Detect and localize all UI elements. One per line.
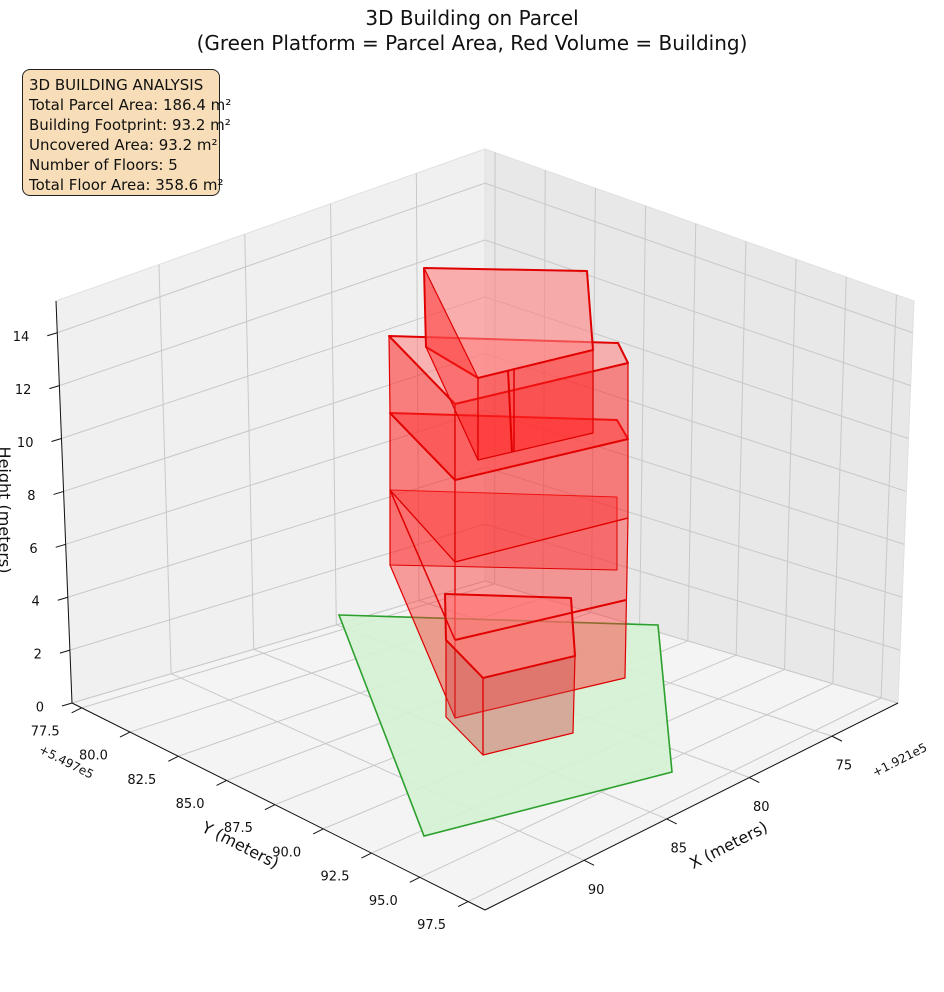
y-tick-label: 90.0	[272, 845, 301, 860]
info-line: Total Parcel Area: 186.4 m²	[29, 96, 232, 114]
grid-line-x	[170, 673, 585, 861]
x-tick-label: 80	[753, 800, 770, 815]
grid-line-z	[57, 182, 486, 334]
y-tick-mark	[312, 828, 324, 835]
z-tick-label: 14	[13, 330, 30, 345]
grid-line-x	[158, 264, 172, 674]
y-tick-mark	[119, 731, 131, 738]
z-tick-label: 4	[32, 595, 40, 610]
info-line: 3D BUILDING ANALYSIS	[29, 76, 204, 94]
z-tick-mark	[61, 702, 73, 707]
grid-line-y	[81, 583, 495, 709]
building-edge	[507, 369, 513, 453]
y-tick-label: 85.0	[176, 797, 205, 812]
grid-line-x	[330, 203, 337, 625]
z-tick-mark	[55, 543, 66, 548]
y-tick-label: 97.5	[417, 918, 446, 933]
x-tick-label: 75	[836, 759, 853, 774]
y-tick-mark	[409, 876, 421, 883]
building-edge	[454, 599, 627, 641]
y-tick-mark	[457, 901, 469, 907]
x-axis-label: X (meters)	[686, 817, 770, 873]
z-tick-label: 8	[27, 489, 35, 504]
z-tick-label: 6	[29, 542, 37, 557]
y-tick-label: 82.5	[127, 773, 156, 788]
chart-title: 3D Building on Parcel	[365, 6, 579, 30]
x-tick-label: 85	[670, 841, 687, 856]
x-axis-line	[484, 702, 899, 911]
grid-line-y	[687, 223, 697, 641]
y-tick-mark	[361, 852, 372, 859]
x-tick-mark	[749, 777, 760, 783]
x-offset-label: +1.921e5	[870, 740, 929, 779]
axis-ticks: 0 2 4 6 8 10 12 14 77.5 80.0 82.5 85.0 87.5 90.0 92.5 9…	[13, 330, 852, 933]
x-tick-mark	[831, 735, 843, 742]
y-tick-mark	[264, 804, 276, 811]
info-line: Total Floor Area: 358.6 m²	[29, 176, 224, 194]
grid-line-y	[783, 259, 797, 670]
z-axis-label: Height (meters)	[0, 447, 14, 574]
grid-line-z	[71, 580, 486, 704]
grid-line-z	[69, 523, 486, 651]
grid-line-x	[244, 234, 255, 650]
y-tick-mark	[168, 755, 179, 762]
y-tick-mark	[216, 780, 227, 786]
building-face	[482, 655, 576, 756]
z-tick-mark	[47, 332, 58, 337]
analysis-info-box: 3D BUILDING ANALYSIS Total Parcel Area: …	[22, 69, 232, 196]
grid-line-z	[59, 239, 486, 387]
building-edge	[389, 489, 456, 641]
y-axis-line	[71, 702, 486, 911]
y-tick-label: 92.5	[321, 870, 350, 885]
info-line: Uncovered Area: 93.2 m²	[29, 136, 218, 154]
building-volume	[388, 267, 629, 756]
info-line: Number of Floors: 5	[29, 156, 178, 174]
z-tick-mark	[57, 596, 68, 601]
z-tick-label: 10	[17, 436, 34, 451]
grid-line-z	[61, 296, 486, 440]
grid-line-y	[880, 294, 897, 699]
y-tick-label: 87.5	[224, 821, 253, 836]
info-line: Building Footprint: 93.2 m²	[29, 116, 231, 134]
x-tick-mark	[583, 859, 595, 866]
y-tick-label: 95.0	[369, 894, 398, 909]
building-face	[477, 349, 594, 461]
grid-line-z	[484, 523, 901, 651]
x-tick-mark	[666, 818, 677, 825]
z-tick-label: 2	[34, 648, 42, 663]
grid-line-y	[832, 276, 847, 684]
z-axis-line	[55, 300, 73, 704]
grid-line-z	[484, 182, 913, 334]
y-tick-mark	[71, 707, 82, 714]
x-tick-label: 90	[588, 883, 605, 898]
z-tick-mark	[59, 649, 71, 654]
z-tick-label: 0	[36, 701, 44, 716]
y-tick-label: 80.0	[79, 749, 108, 764]
grid-line-y	[735, 241, 747, 656]
grid-line-y	[639, 205, 647, 627]
z-tick-mark	[53, 490, 64, 495]
y-tick-label: 77.5	[31, 724, 60, 739]
grid-line-y	[467, 697, 882, 902]
grid-line-z	[484, 239, 911, 387]
z-tick-mark	[51, 438, 62, 443]
z-tick-label: 12	[15, 383, 32, 398]
z-tick-mark	[49, 385, 60, 390]
chart-subtitle: (Green Platform = Parcel Area, Red Volum…	[196, 31, 748, 55]
